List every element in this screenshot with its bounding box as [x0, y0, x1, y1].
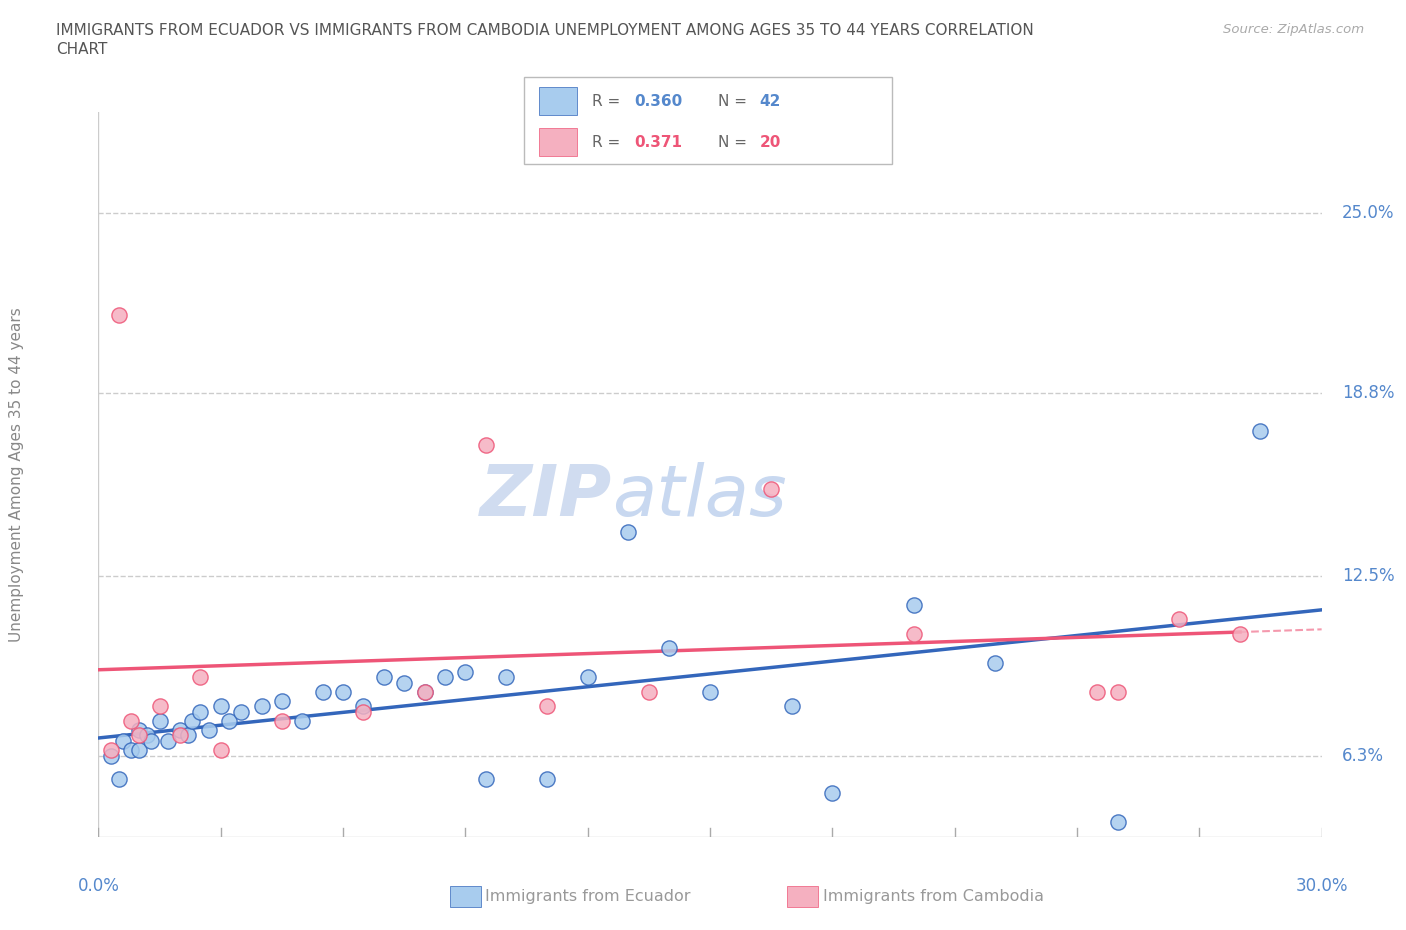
Point [576, 670, 599, 684]
Point [108, 772, 131, 787]
Point [128, 728, 150, 743]
Point [181, 713, 204, 728]
Text: R =: R = [592, 135, 626, 150]
Point [209, 699, 232, 714]
Point [231, 705, 253, 720]
Text: 18.8%: 18.8% [1341, 384, 1395, 402]
Point [111, 734, 134, 749]
Point [617, 525, 640, 539]
Point [197, 723, 219, 737]
Text: 25.0%: 25.0% [1341, 205, 1395, 222]
Point [188, 705, 212, 720]
Point [156, 734, 179, 749]
Point [332, 684, 354, 699]
Point [413, 684, 436, 699]
Point [903, 597, 925, 612]
Point [454, 664, 477, 679]
Point [413, 684, 436, 699]
Point [120, 742, 142, 757]
Text: Immigrants from Ecuador: Immigrants from Ecuador [485, 889, 690, 904]
Point [128, 723, 150, 737]
Point [291, 713, 314, 728]
Text: 12.5%: 12.5% [1341, 567, 1395, 585]
Point [149, 699, 172, 714]
Point [1085, 684, 1108, 699]
Point [1107, 684, 1129, 699]
Text: N =: N = [717, 135, 751, 150]
Text: ZIP: ZIP [479, 461, 612, 530]
Point [177, 728, 200, 743]
Point [169, 723, 191, 737]
Text: 20: 20 [759, 135, 780, 150]
Point [759, 482, 782, 497]
Point [536, 699, 558, 714]
Point [352, 705, 374, 720]
Point [474, 772, 498, 787]
Point [218, 713, 240, 728]
Text: Source: ZipAtlas.com: Source: ZipAtlas.com [1223, 23, 1364, 36]
Point [141, 734, 163, 749]
Point [1107, 815, 1129, 830]
Text: 0.360: 0.360 [634, 94, 682, 109]
Point [270, 713, 294, 728]
Point [149, 713, 172, 728]
Point [433, 670, 456, 684]
Point [120, 713, 142, 728]
Point [495, 670, 517, 684]
Bar [540, 87, 578, 115]
Point [1229, 627, 1251, 642]
Point [984, 656, 1007, 671]
Point [536, 772, 558, 787]
FancyBboxPatch shape [524, 77, 893, 164]
Text: Unemployment Among Ages 35 to 44 years: Unemployment Among Ages 35 to 44 years [10, 307, 24, 642]
Point [474, 438, 498, 453]
Point [250, 699, 273, 714]
Text: CHART: CHART [56, 42, 108, 57]
Point [209, 742, 232, 757]
Point [352, 699, 374, 714]
Point [780, 699, 803, 714]
Point [128, 742, 150, 757]
Point [637, 684, 661, 699]
Point [136, 728, 159, 743]
Text: 42: 42 [759, 94, 780, 109]
Point [100, 742, 122, 757]
Point [903, 627, 925, 642]
Text: 6.3%: 6.3% [1341, 747, 1384, 764]
Point [100, 749, 122, 764]
Point [1249, 423, 1271, 438]
Text: Immigrants from Cambodia: Immigrants from Cambodia [823, 889, 1043, 904]
Point [1167, 612, 1189, 627]
Text: R =: R = [592, 94, 626, 109]
Point [270, 693, 294, 708]
Text: 30.0%: 30.0% [1295, 877, 1348, 895]
Point [312, 684, 335, 699]
Text: 0.0%: 0.0% [77, 877, 120, 895]
Point [169, 728, 191, 743]
Point [699, 684, 721, 699]
Text: 0.371: 0.371 [634, 135, 682, 150]
Point [821, 786, 844, 801]
Point [392, 676, 416, 691]
Point [373, 670, 395, 684]
Point [188, 670, 212, 684]
Text: IMMIGRANTS FROM ECUADOR VS IMMIGRANTS FROM CAMBODIA UNEMPLOYMENT AMONG AGES 35 T: IMMIGRANTS FROM ECUADOR VS IMMIGRANTS FR… [56, 23, 1033, 38]
Text: N =: N = [717, 94, 751, 109]
Text: atlas: atlas [612, 461, 787, 530]
Bar [540, 128, 578, 156]
Point [658, 641, 681, 656]
Point [108, 307, 131, 322]
